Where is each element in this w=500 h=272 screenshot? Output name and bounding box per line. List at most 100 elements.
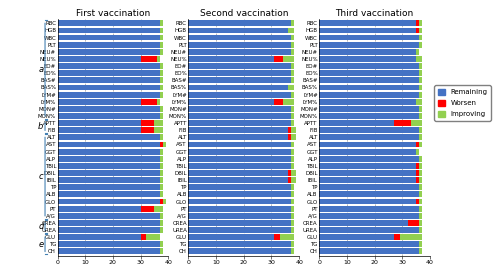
Bar — [274, 56, 282, 62]
Bar — [400, 234, 421, 240]
Bar — [408, 220, 419, 226]
Bar — [319, 120, 394, 126]
Bar — [188, 134, 288, 140]
Bar — [419, 134, 422, 140]
Bar — [140, 127, 154, 133]
Bar — [291, 49, 294, 55]
Bar — [58, 106, 160, 112]
Bar — [160, 149, 163, 154]
Bar — [419, 106, 422, 112]
Bar — [419, 184, 422, 190]
Bar — [58, 206, 140, 212]
Bar — [319, 199, 416, 205]
Bar — [416, 27, 419, 33]
Bar — [291, 227, 294, 233]
Bar — [160, 141, 163, 147]
Bar — [160, 134, 163, 140]
Bar — [160, 184, 163, 190]
Bar — [416, 199, 419, 205]
Bar — [160, 42, 163, 48]
Bar — [419, 170, 422, 176]
Bar — [419, 191, 422, 197]
Bar — [416, 99, 422, 105]
Bar — [394, 120, 410, 126]
Bar — [419, 27, 422, 33]
Bar — [319, 177, 416, 183]
Bar — [160, 191, 163, 197]
Bar — [274, 234, 280, 240]
Bar — [188, 220, 291, 226]
Bar — [291, 249, 294, 254]
Bar — [282, 99, 294, 105]
Bar — [188, 35, 291, 41]
Bar — [154, 206, 163, 212]
Bar — [419, 163, 422, 169]
Bar — [419, 177, 422, 183]
Bar — [58, 213, 160, 219]
Bar — [419, 199, 422, 205]
Bar — [160, 163, 163, 169]
Bar — [58, 70, 160, 76]
Bar — [188, 99, 274, 105]
Bar — [58, 113, 160, 119]
Bar — [188, 120, 291, 126]
Bar — [188, 78, 291, 83]
Bar — [419, 63, 422, 69]
Text: e: e — [38, 240, 44, 249]
Bar — [140, 234, 146, 240]
Bar — [58, 220, 160, 226]
Bar — [160, 78, 163, 83]
Bar — [188, 141, 291, 147]
Bar — [416, 141, 419, 147]
Bar — [319, 234, 394, 240]
Bar — [419, 249, 422, 254]
Bar — [188, 106, 291, 112]
Text: d: d — [38, 222, 44, 231]
Bar — [319, 149, 416, 154]
Bar — [58, 56, 140, 62]
Bar — [188, 156, 291, 162]
Bar — [319, 113, 419, 119]
Bar — [291, 113, 294, 119]
Bar — [419, 241, 422, 247]
Bar — [154, 127, 163, 133]
Bar — [188, 20, 291, 26]
Bar — [58, 241, 160, 247]
Bar — [319, 134, 419, 140]
Bar — [419, 213, 422, 219]
Bar — [419, 206, 422, 212]
Bar — [291, 141, 294, 147]
Bar — [291, 120, 294, 126]
Bar — [319, 56, 416, 62]
Bar — [58, 199, 160, 205]
Bar — [419, 220, 422, 226]
Bar — [291, 206, 294, 212]
Bar — [158, 56, 160, 62]
Bar — [58, 191, 160, 197]
Bar — [58, 20, 160, 26]
Bar — [319, 141, 416, 147]
Bar — [58, 49, 160, 55]
Text: c: c — [38, 172, 43, 181]
Bar — [319, 213, 419, 219]
Bar — [419, 42, 422, 48]
Bar — [416, 149, 419, 154]
Bar — [288, 127, 291, 133]
Bar — [319, 191, 419, 197]
Bar — [188, 42, 291, 48]
Bar — [58, 99, 140, 105]
Bar — [410, 120, 422, 126]
Bar — [319, 156, 419, 162]
Bar — [319, 170, 416, 176]
Bar — [188, 85, 288, 90]
Bar — [58, 170, 160, 176]
Bar — [58, 127, 140, 133]
Bar — [291, 156, 294, 162]
Bar — [58, 134, 160, 140]
Bar — [58, 149, 160, 154]
Bar — [291, 20, 294, 26]
Bar — [319, 85, 419, 90]
Bar — [188, 191, 291, 197]
Bar — [188, 163, 291, 169]
Bar — [58, 249, 160, 254]
